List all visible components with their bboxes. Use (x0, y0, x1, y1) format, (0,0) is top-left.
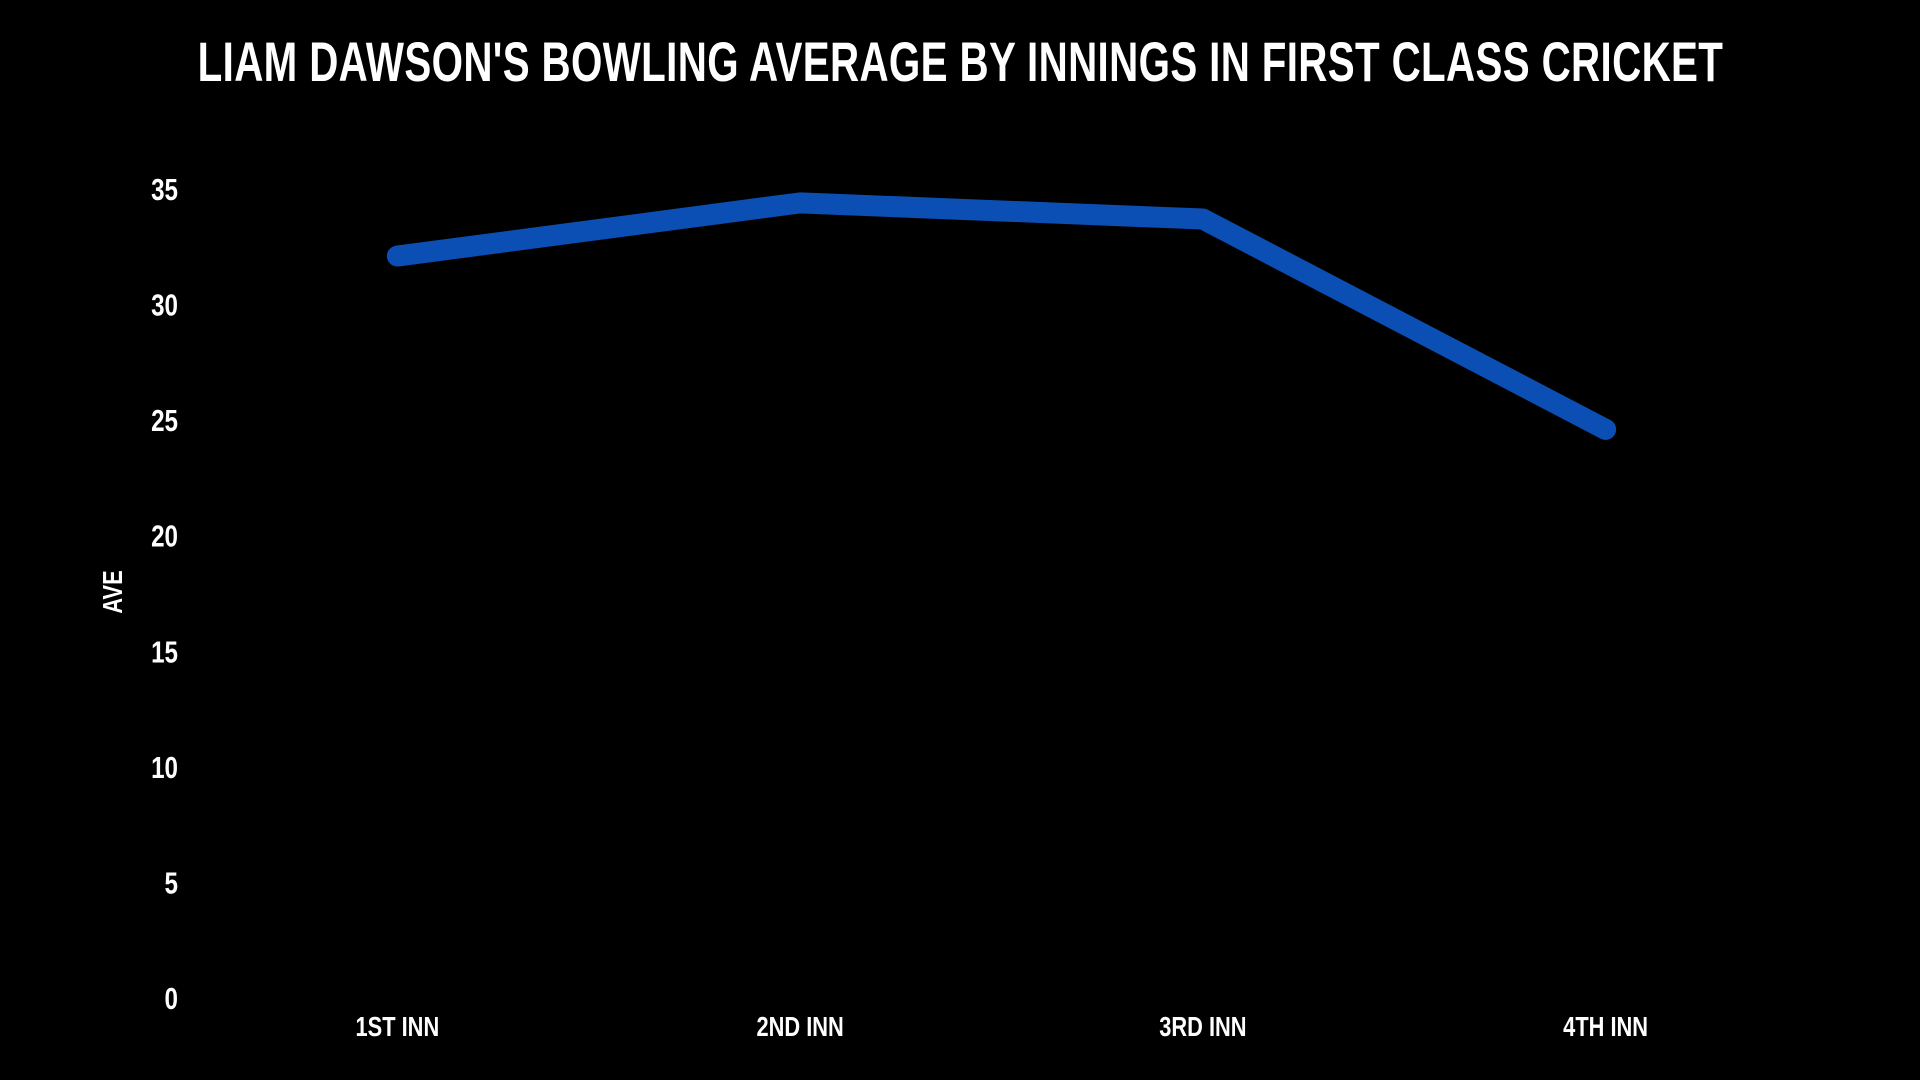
title-row: LIAM DAWSON'S BOWLING AVERAGE BY INNINGS… (0, 30, 1920, 94)
x-axis-label: 1ST INN (356, 1011, 440, 1042)
y-tick-label: 25 (151, 403, 178, 438)
y-tick-label: 15 (151, 634, 178, 669)
y-tick-label: 30 (151, 288, 178, 323)
y-tick-label: 0 (165, 981, 178, 1016)
y-tick-label: 10 (151, 750, 178, 785)
x-axis-label: 2ND INN (756, 1011, 843, 1042)
x-axis-label: 3RD INN (1159, 1011, 1246, 1042)
x-axis-label: 4TH INN (1563, 1011, 1648, 1042)
y-axis-title: AVE (97, 570, 128, 613)
y-tick-label: 20 (151, 519, 178, 554)
data-line (386, 192, 1617, 440)
chart-title: LIAM DAWSON'S BOWLING AVERAGE BY INNINGS… (197, 30, 1723, 93)
y-tick-label: 5 (165, 866, 178, 901)
y-tick-label: 35 (151, 172, 178, 207)
